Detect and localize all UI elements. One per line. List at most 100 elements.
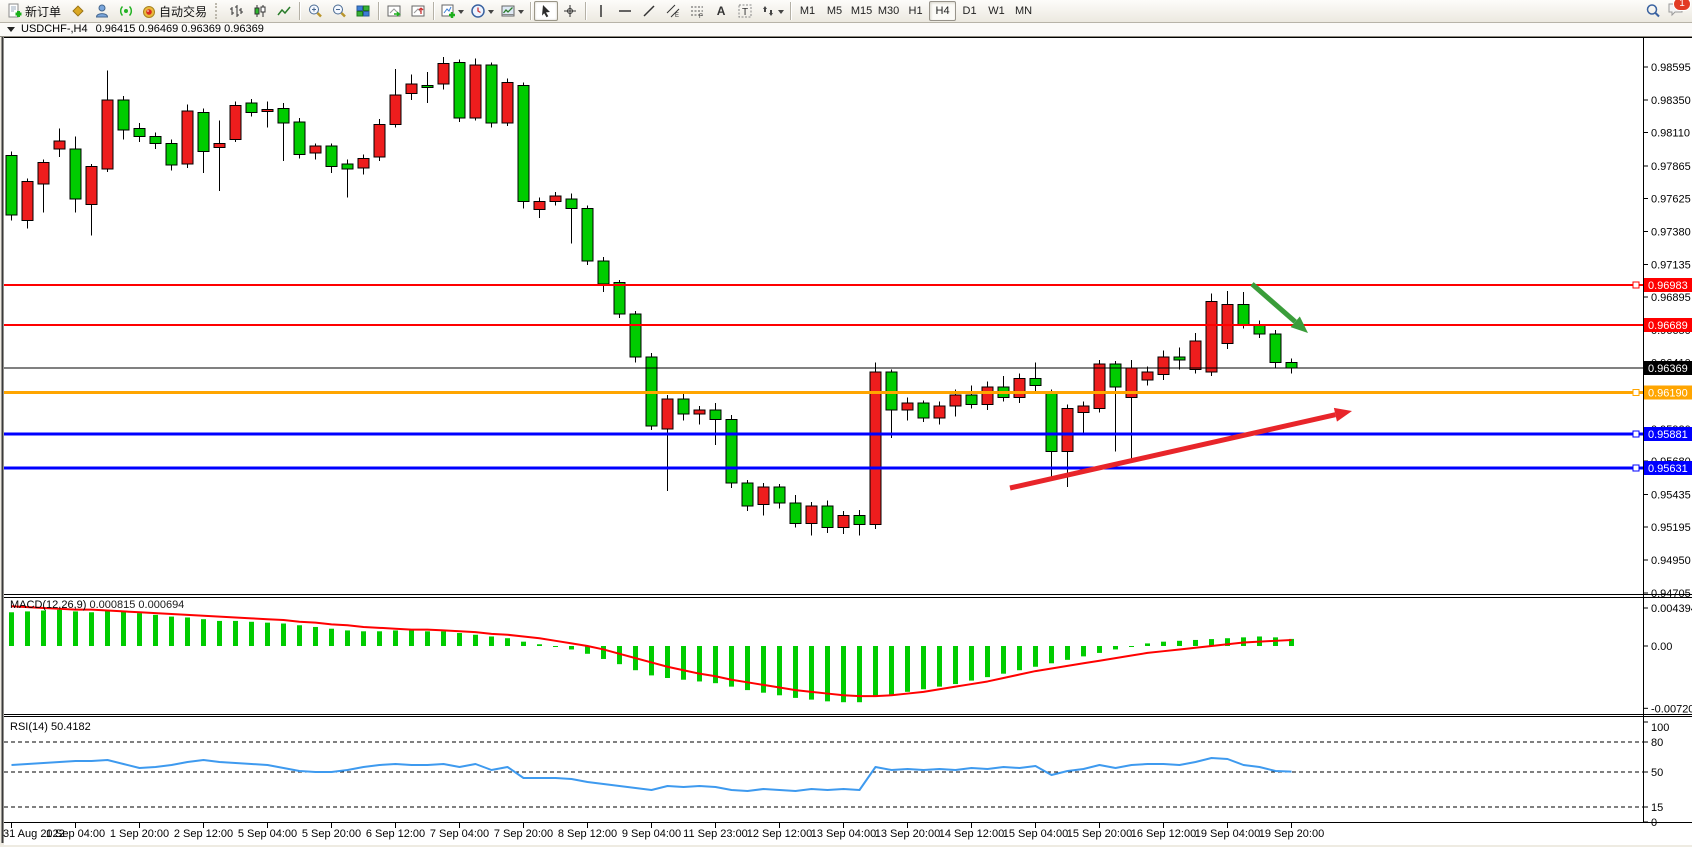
auto-scroll-button[interactable] [382,1,406,21]
metaquotes-button[interactable] [66,1,90,21]
candle [469,64,482,119]
candle [949,394,962,407]
price-tick-label: 0.94950 [1651,555,1691,567]
macd-histogram-bar [905,646,910,692]
price-tick-label: 0.96895 [1651,292,1691,304]
timeframe-button-mn[interactable]: MN [1014,5,1033,17]
arrows-tool-button[interactable] [757,1,787,21]
zoom-out-icon [333,4,346,18]
timeframe-button-d1[interactable]: D1 [962,5,977,17]
macd-histogram-bar [505,638,510,646]
up-trend-arrow[interactable] [1009,407,1352,491]
autotrade-button[interactable]: 自动交易 [138,1,212,21]
candle [1237,304,1250,325]
tile-windows-button[interactable] [351,1,375,21]
symbol-dropdown-icon[interactable] [7,26,15,36]
hline-icon [619,10,632,12]
price-badge-label: 0.96983 [1648,280,1688,292]
indicators-icon [441,4,456,18]
candle [1141,371,1154,381]
time-tick-label: 15 Sep 20:00 [1067,828,1132,840]
signal-button[interactable] [114,1,138,21]
candle [117,99,130,131]
candle [965,394,978,405]
candle [309,145,322,154]
candle [245,102,258,113]
rsi-tick-label: 100 [1651,722,1669,734]
macd-histogram-bar [441,631,446,646]
macd-histogram-bar [201,619,206,646]
vertical-line-tool-button[interactable] [589,1,613,21]
macd-histogram-bar [73,611,78,646]
indicators-dropdown-arrow[interactable] [458,9,465,17]
price-tick-label: 0.97135 [1651,260,1691,272]
trendline-tool-button[interactable] [637,1,661,21]
line-anchor[interactable] [1632,389,1640,396]
candle [21,181,34,221]
candle [133,128,146,137]
text-tool-button[interactable]: A [709,1,733,21]
macd-histogram-bar [521,641,526,646]
bar-chart-type-button[interactable] [224,1,248,21]
time-tick-label: 6 Sep 12:00 [366,828,425,840]
chat-button[interactable]: 1 [1667,0,1691,22]
profile-button[interactable] [90,1,114,21]
macd-histogram-bar [297,625,302,646]
macd-histogram-bar [57,609,62,646]
label-tool-button[interactable]: T [733,1,757,21]
timeframe-button-m30[interactable]: M30 [877,5,900,17]
arrows-dropdown-arrow[interactable] [778,9,785,17]
line-anchor[interactable] [1632,281,1640,289]
macd-histogram-bar [169,616,174,646]
chart-title-bar[interactable]: USDCHF-,H4 0.96415 0.96469 0.96369 0.963… [0,22,1692,37]
timeframe-button-h1[interactable]: H1 [908,5,923,17]
timeframe-button-m15[interactable]: M15 [850,5,873,17]
candle [165,143,178,166]
line-anchor[interactable] [1632,464,1640,472]
timeframe-button-m5[interactable]: M5 [826,5,843,17]
fibonacci-tool-button[interactable]: F [685,1,709,21]
timeframe-button-h4[interactable]: H4 [929,1,957,21]
zoom-in-button[interactable] [303,1,327,21]
time-tick-label: 15 Sep 04:00 [1003,828,1068,840]
horizontal-line-tool-button[interactable] [613,1,637,21]
macd-histogram-bar [713,646,718,684]
line-anchor[interactable] [1632,430,1640,438]
chart-symbol-period: USDCHF-,H4 [21,23,88,35]
search-icon[interactable] [1645,3,1661,19]
zoom-out-button[interactable] [327,1,351,21]
rsi-line [11,757,1292,792]
macd-histogram-bar [553,646,558,647]
indicators-button[interactable] [437,1,467,21]
macd-histogram-bar [473,634,478,646]
timeframe-button-w1[interactable]: W1 [988,5,1005,17]
macd-histogram-bar [665,646,670,678]
templates-dropdown-arrow[interactable] [518,9,525,17]
crosshair-tool-button[interactable] [558,1,582,21]
down-trend-arrow[interactable] [1250,282,1308,333]
cursor-tool-button[interactable] [534,1,559,21]
templates-button[interactable] [497,1,527,21]
channel-tool-button[interactable]: E [661,1,685,21]
candlestick-chart-type-button[interactable] [248,1,272,21]
line-chart-type-button[interactable] [272,1,296,21]
candle [373,124,386,158]
candle [405,83,418,94]
macd-histogram-bar [777,646,782,696]
chart-shift-button[interactable] [406,1,430,21]
macd-signal-line [11,605,1292,698]
candle [85,166,98,205]
macd-histogram-bar [537,644,542,646]
time-tick-label: 12 Sep 12:00 [747,828,812,840]
timeframe-button-m1[interactable]: M1 [799,5,816,17]
periods-dropdown-arrow[interactable] [488,9,495,17]
periods-button[interactable] [467,1,497,21]
new-order-button[interactable]: 新订单 [4,1,66,21]
macd-histogram-bar [1145,643,1150,646]
macd-histogram-bar [841,646,846,703]
time-tick-label: 5 Sep 20:00 [302,828,361,840]
macd-histogram-bar [1049,646,1054,664]
rsi-tick-label: 80 [1651,737,1663,749]
